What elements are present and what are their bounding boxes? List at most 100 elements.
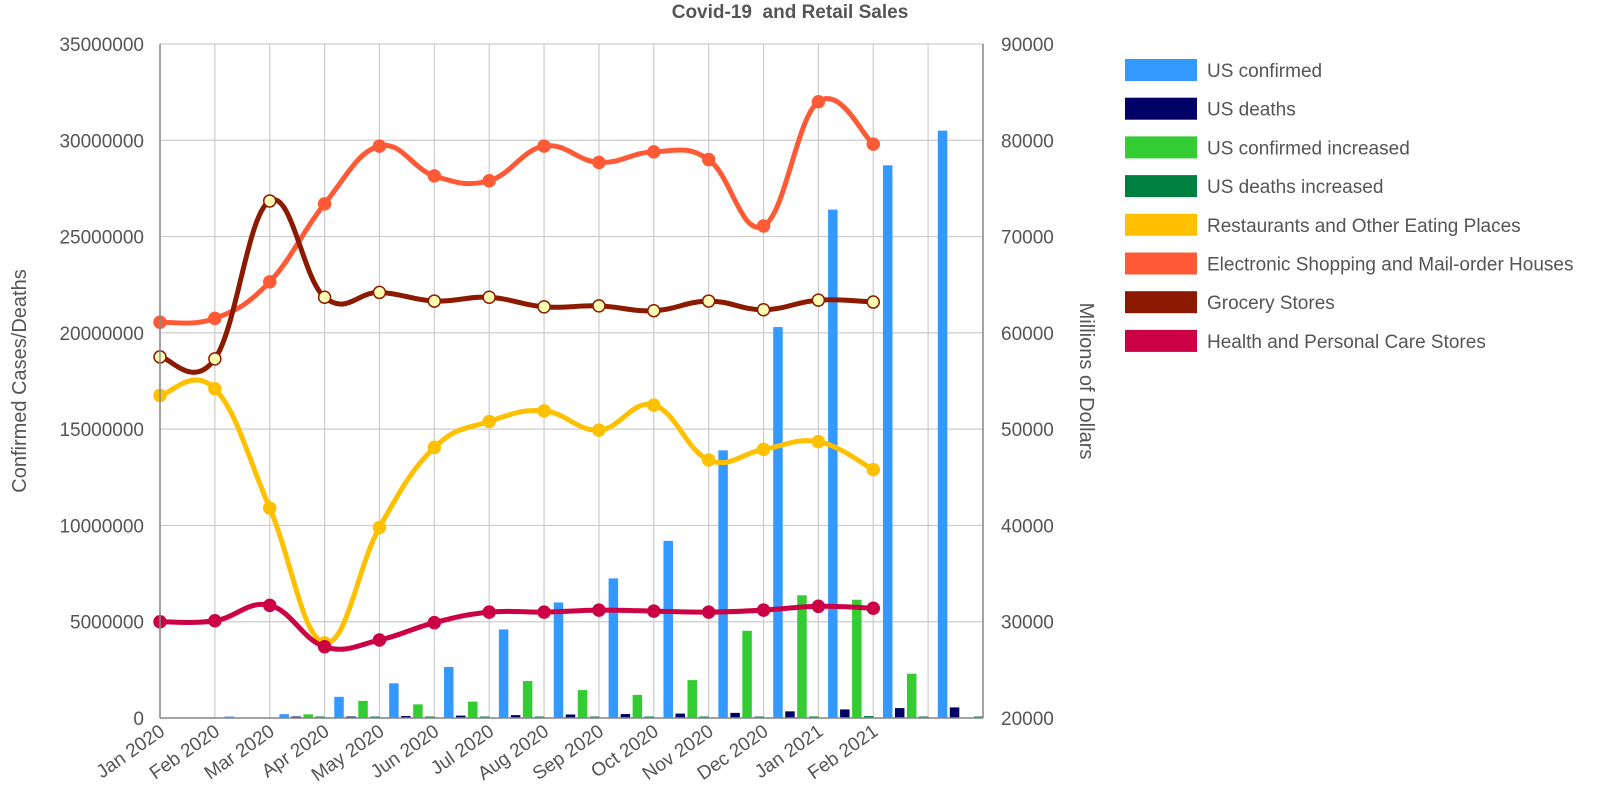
y-right-tick-label: 40000 <box>1001 516 1054 537</box>
y-right-tick-label: 60000 <box>1001 324 1054 345</box>
point-restaurants-and-other-eating-places <box>372 520 387 535</box>
point-electronic-shopping-and-mail-order-houses <box>262 275 277 289</box>
legend-swatch <box>1125 136 1197 159</box>
legend-label: Restaurants and Other Eating Places <box>1207 216 1521 237</box>
point-health-and-personal-care-stores <box>592 603 606 617</box>
point-electronic-shopping-and-mail-order-houses <box>537 139 551 153</box>
bar-us-confirmed-increased <box>303 714 313 718</box>
point-electronic-shopping-and-mail-order-houses <box>208 311 222 326</box>
bar-us-confirmed <box>498 629 509 718</box>
bar-us-confirmed <box>608 578 619 718</box>
bar-us-deaths <box>565 714 576 718</box>
point-restaurants-and-other-eating-places <box>811 434 826 449</box>
bars-layer <box>224 130 984 718</box>
line-electronic-shopping-and-mail-order-houses <box>157 96 876 326</box>
point-grocery-stores <box>427 294 442 308</box>
point-restaurants-and-other-eating-places <box>866 462 881 477</box>
bar-us-confirmed <box>334 696 344 718</box>
point-electronic-shopping-and-mail-order-houses <box>592 155 606 170</box>
line-grocery-stores <box>157 197 876 375</box>
legend: US confirmed US deaths US confirmed increa… <box>1125 59 1573 353</box>
y-left-tick-label: 15000000 <box>59 420 144 441</box>
bar-us-deaths-increased <box>864 716 874 718</box>
point-electronic-shopping-and-mail-order-houses <box>701 152 716 167</box>
legend-swatch <box>1125 59 1197 81</box>
bar-us-deaths <box>456 715 466 718</box>
bar-us-confirmed <box>718 450 728 718</box>
point-health-and-personal-care-stores <box>208 614 222 628</box>
bar-us-deaths <box>894 708 905 718</box>
y-left-tick-label: 25000000 <box>59 228 144 249</box>
bar-us-deaths <box>510 715 521 718</box>
legend-swatch <box>1125 291 1197 314</box>
point-electronic-shopping-and-mail-order-houses <box>647 145 661 159</box>
point-grocery-stores <box>811 293 826 307</box>
y-left-tick-label: 20000000 <box>59 324 144 345</box>
point-grocery-stores <box>866 295 881 309</box>
point-grocery-stores <box>372 285 387 300</box>
bar-us-confirmed <box>773 327 783 718</box>
point-health-and-personal-care-stores <box>537 605 551 619</box>
point-electronic-shopping-and-mail-order-houses <box>372 139 387 153</box>
bar-us-confirmed-increased <box>742 630 752 718</box>
point-grocery-stores <box>262 194 277 208</box>
bar-us-confirmed-increased <box>577 690 588 718</box>
y-left-tick-label: 35000000 <box>59 35 144 56</box>
point-grocery-stores <box>756 302 771 317</box>
legend-label: US deaths <box>1207 100 1296 121</box>
legend-label: Grocery Stores <box>1207 293 1335 314</box>
point-health-and-personal-care-stores <box>866 601 881 615</box>
point-health-and-personal-care-stores <box>262 598 277 613</box>
point-grocery-stores <box>537 300 551 314</box>
point-restaurants-and-other-eating-places <box>262 501 277 515</box>
point-restaurants-and-other-eating-places <box>647 398 661 412</box>
point-health-and-personal-care-stores <box>811 599 826 614</box>
bar-us-confirmed-increased <box>522 681 533 718</box>
point-restaurants-and-other-eating-places <box>701 453 716 467</box>
bar-us-confirmed <box>937 130 948 718</box>
bar-us-confirmed <box>444 666 454 718</box>
point-grocery-stores <box>701 294 716 308</box>
bar-us-confirmed <box>663 540 673 718</box>
bar-us-deaths <box>675 713 685 718</box>
bar-us-confirmed <box>389 683 399 718</box>
point-health-and-personal-care-stores <box>427 615 442 630</box>
legend-label: Electronic Shopping and Mail-order House… <box>1207 255 1573 276</box>
point-health-and-personal-care-stores <box>317 639 332 654</box>
point-grocery-stores <box>208 352 222 366</box>
bar-us-confirmed <box>279 714 289 718</box>
bar-us-confirmed-increased <box>632 694 643 718</box>
bar-us-confirmed-increased <box>413 704 423 718</box>
point-electronic-shopping-and-mail-order-houses <box>317 197 332 211</box>
y-left-tick-label: 10000000 <box>59 516 144 537</box>
legend-label: US deaths increased <box>1207 177 1383 198</box>
bar-us-confirmed-increased <box>797 595 807 718</box>
bar-us-confirmed-increased <box>358 700 368 718</box>
bar-us-deaths <box>949 707 960 718</box>
point-electronic-shopping-and-mail-order-houses <box>866 137 881 151</box>
legend-label: US confirmed increased <box>1207 138 1410 159</box>
y-left-tick-label: 30000000 <box>59 131 144 152</box>
y-right-tick-label: 90000 <box>1001 35 1054 56</box>
point-health-and-personal-care-stores <box>701 605 716 619</box>
bar-us-deaths <box>730 712 740 718</box>
point-grocery-stores <box>592 299 606 313</box>
point-restaurants-and-other-eating-places <box>756 442 771 457</box>
bar-us-deaths <box>840 709 850 718</box>
point-health-and-personal-care-stores <box>756 603 771 617</box>
bar-us-deaths <box>785 711 795 718</box>
y-right-tick-label: 20000 <box>1001 709 1054 730</box>
y-right-axis-title: Millions of Dollars <box>1075 303 1097 460</box>
point-health-and-personal-care-stores <box>372 633 387 647</box>
legend-swatch <box>1125 329 1197 352</box>
point-electronic-shopping-and-mail-order-houses <box>482 173 496 188</box>
legend-swatch <box>1125 97 1197 120</box>
bar-us-confirmed-increased <box>906 673 917 718</box>
bar-us-confirmed-increased <box>852 599 862 718</box>
point-health-and-personal-care-stores <box>647 604 661 618</box>
point-electronic-shopping-and-mail-order-houses <box>811 95 826 109</box>
y-left-axis-title: Confirmed Cases/Deaths <box>9 269 31 492</box>
point-health-and-personal-care-stores <box>482 605 496 619</box>
chart-title: Covid-19 and Retail Sales <box>671 2 909 23</box>
y-right-tick-label: 50000 <box>1001 420 1054 441</box>
